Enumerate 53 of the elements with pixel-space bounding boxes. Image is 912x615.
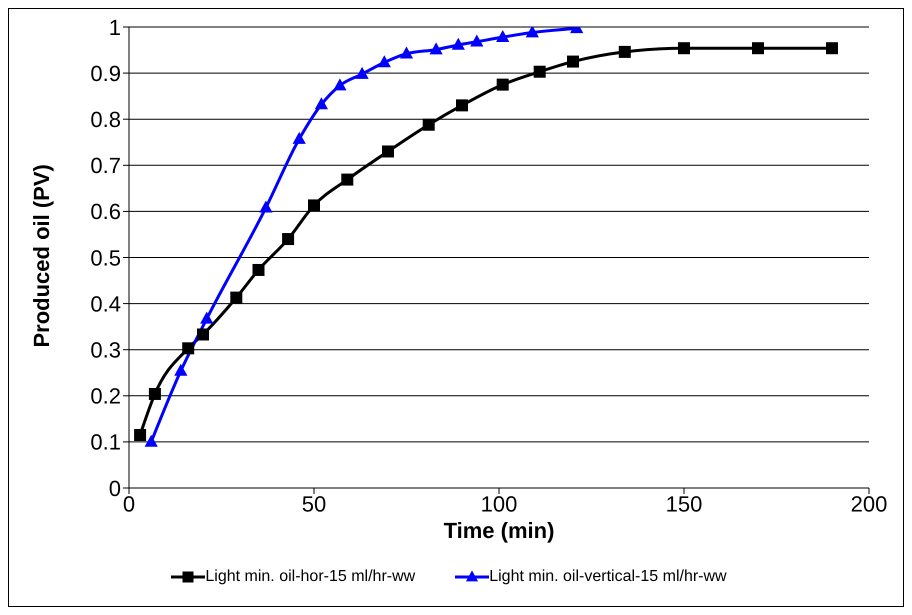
point — [378, 55, 391, 68]
point — [259, 200, 272, 213]
x-tick-label: 150 — [666, 492, 702, 517]
point — [356, 66, 369, 79]
y-tick-label: 0.4 — [90, 291, 121, 316]
y-tick-label: 0.2 — [90, 384, 121, 409]
point — [282, 233, 294, 246]
point — [452, 38, 465, 50]
point — [534, 66, 546, 78]
point — [197, 328, 209, 340]
point — [752, 42, 764, 54]
point — [618, 46, 631, 58]
point — [230, 292, 242, 304]
y-tick-label: 1 — [108, 14, 121, 40]
point — [333, 78, 346, 90]
point — [430, 42, 443, 54]
point — [526, 27, 539, 38]
point — [678, 42, 690, 54]
y-tick-label: 0.5 — [90, 245, 121, 270]
point — [148, 388, 161, 400]
point — [422, 118, 435, 131]
y-tick-label: 0.3 — [90, 338, 121, 363]
point — [292, 132, 306, 144]
point — [826, 42, 838, 54]
x-tick-label: 100 — [480, 492, 518, 517]
point — [308, 199, 320, 212]
point — [567, 56, 579, 68]
point — [496, 78, 509, 91]
point — [182, 342, 194, 354]
point — [200, 312, 214, 324]
point — [456, 99, 468, 112]
y-tick-label: 0.7 — [90, 153, 121, 178]
legend-label: Light min. oil-hor-15 ml/hr-ww — [205, 568, 416, 586]
y-tick-label: 0.1 — [90, 430, 121, 455]
point — [470, 34, 484, 47]
x-tick-label: 200 — [850, 492, 888, 517]
point — [314, 97, 328, 110]
point — [144, 434, 158, 447]
y-axis-title: Produced oil (PV) — [28, 164, 54, 348]
x-axis-title: Time (min) — [444, 518, 554, 543]
x-tick-label: 50 — [302, 492, 326, 517]
point — [400, 46, 414, 59]
point — [341, 174, 354, 186]
point — [252, 264, 264, 276]
y-tick-label: 0.6 — [90, 199, 121, 224]
y-tick-label: 0 — [108, 476, 121, 501]
legend-label: Light min. oil-vertical-15 ml/hr-ww — [489, 568, 727, 586]
point — [134, 428, 146, 441]
point — [174, 364, 188, 376]
y-tick-label: 0.9 — [90, 60, 121, 86]
point — [382, 145, 394, 158]
point — [496, 30, 510, 42]
y-tick-label: 0.8 — [90, 107, 121, 132]
